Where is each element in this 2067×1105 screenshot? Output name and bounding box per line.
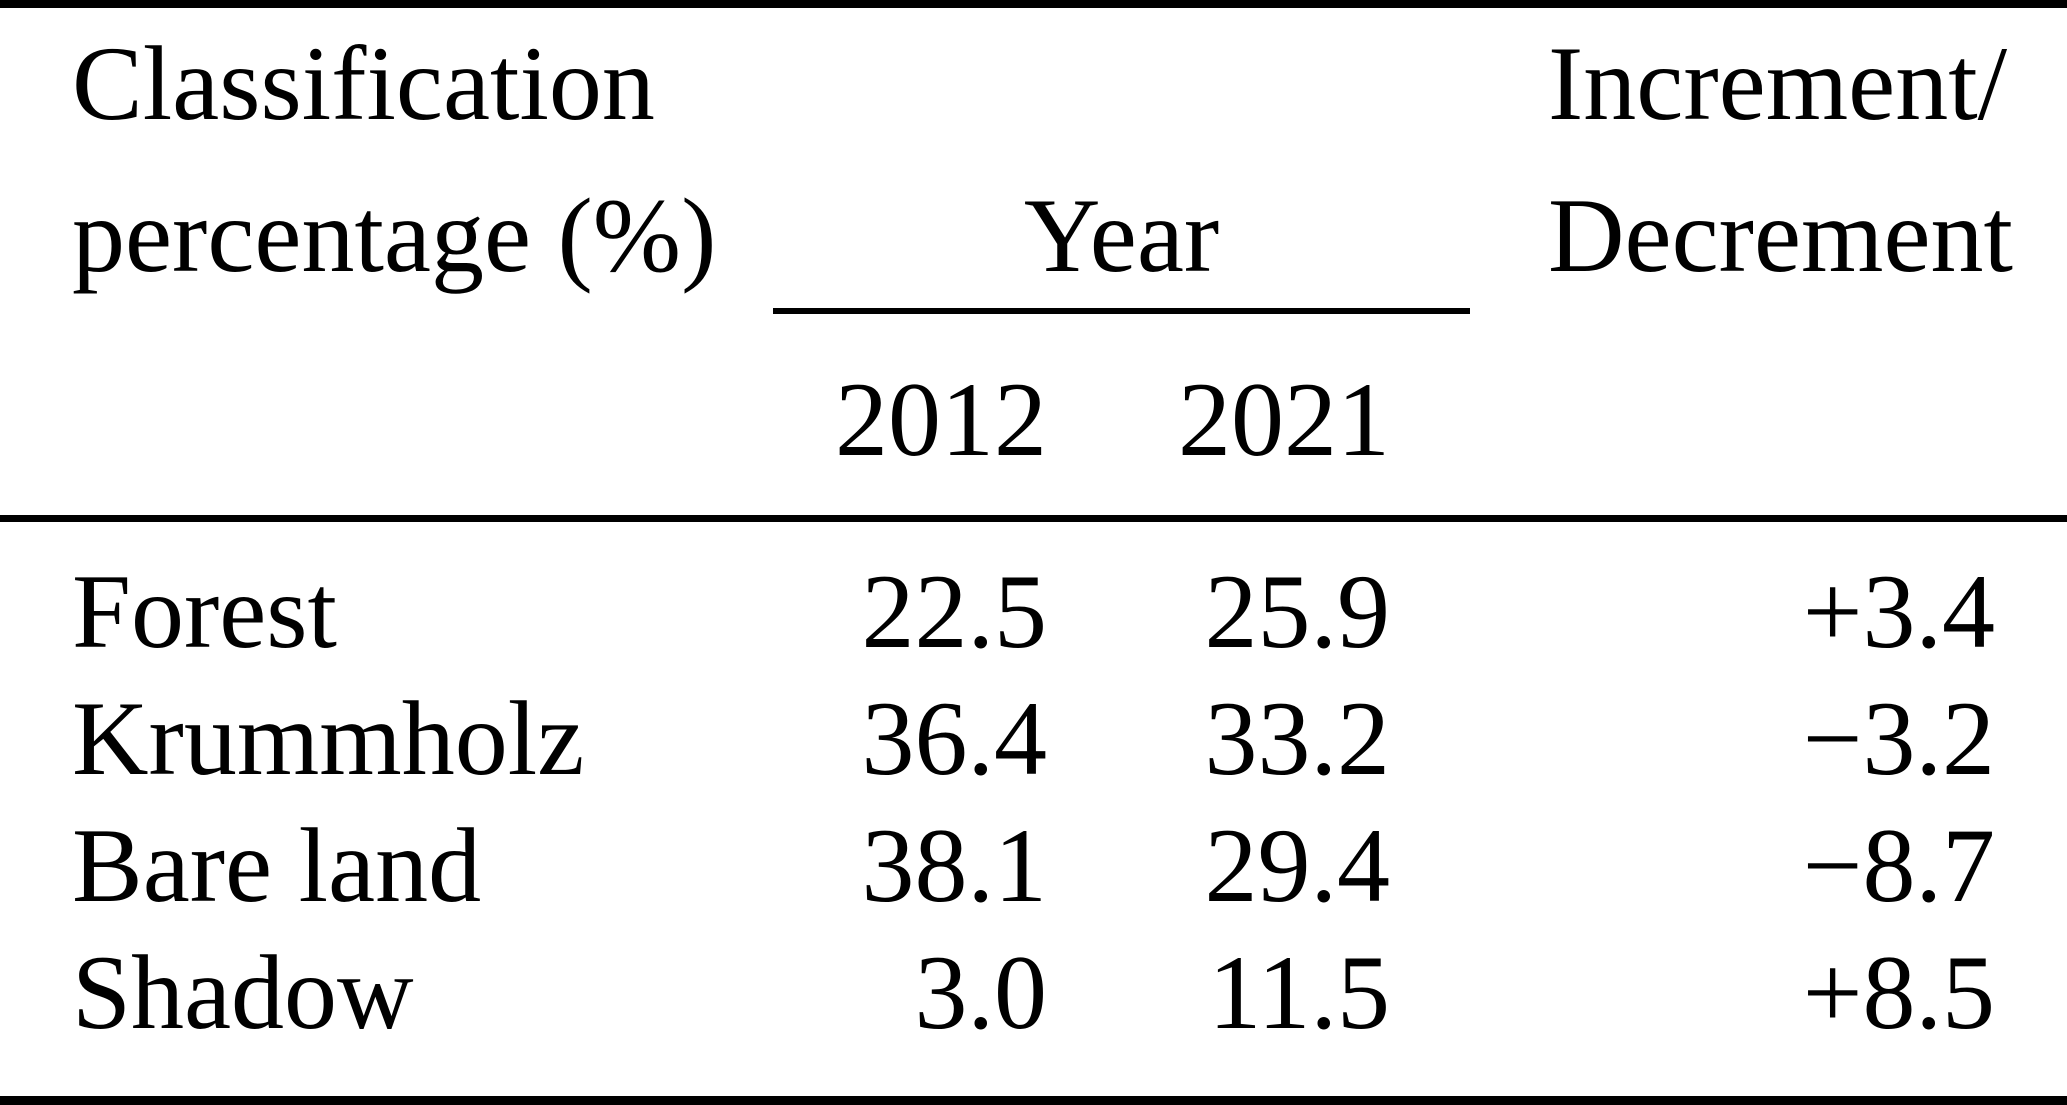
increment-decrement-header: Increment/ Decrement [1548,8,2013,312]
value-2021: 29.4 [1204,807,1391,924]
increment-header-line1: Increment/ [1548,25,2008,142]
value-2021: 25.9 [1204,553,1391,670]
table-row: Forest 22.5 25.9 +3.4 [0,548,2067,675]
row-label: Krummholz [72,680,585,797]
stub-header-line1: Classification [72,25,655,142]
table-top-rule [0,0,2067,8]
value-change: +3.4 [1802,553,1995,670]
column-header-2021: 2021 [1178,361,1390,478]
value-2012: 36.4 [861,680,1048,797]
value-2021: 33.2 [1204,680,1391,797]
row-label: Bare land [72,807,482,924]
table-header-rule [0,515,2067,522]
table-row: Shadow 3.0 11.5 +8.5 [0,929,2067,1056]
stub-column-header: Classification percentage (%) [72,8,716,312]
stub-header-line2: percentage (%) [72,177,717,294]
value-change: −8.7 [1802,807,1995,924]
increment-header-line2: Decrement [1548,177,2013,294]
value-2012: 22.5 [861,553,1048,670]
table-row: Bare land 38.1 29.4 −8.7 [0,802,2067,929]
year-group-cmidrule [773,308,1470,314]
column-header-2012: 2012 [835,361,1047,478]
value-2012: 38.1 [861,807,1048,924]
value-change: −3.2 [1802,680,1995,797]
value-2012: 3.0 [914,934,1048,1051]
table-row: Krummholz 36.4 33.2 −3.2 [0,675,2067,802]
year-group-header: Year [1023,177,1220,294]
table-bottom-rule [0,1096,2067,1105]
value-2021: 11.5 [1208,934,1390,1051]
value-change: +8.5 [1802,934,1995,1051]
row-label: Shadow [72,934,414,1051]
row-label: Forest [72,553,337,670]
